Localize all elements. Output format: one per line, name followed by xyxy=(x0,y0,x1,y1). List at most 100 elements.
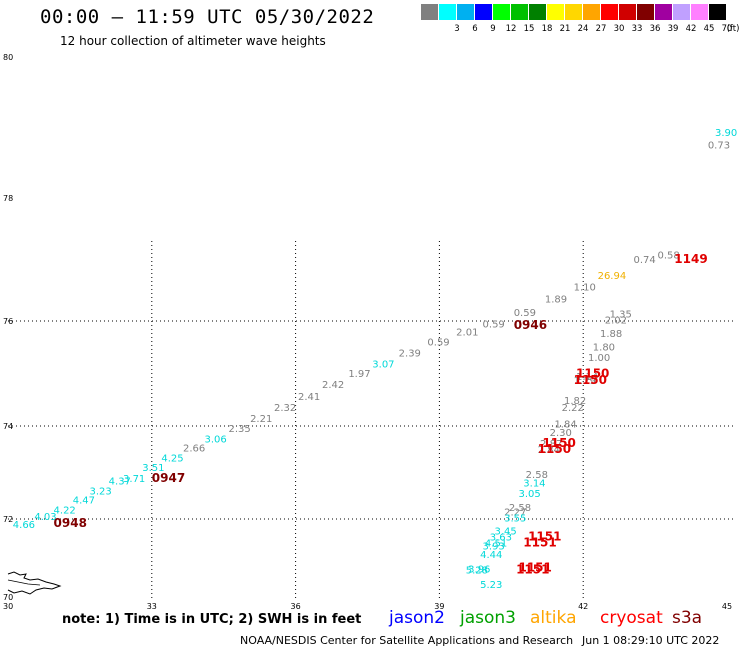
wave-height-value: 3.96 xyxy=(468,564,490,575)
wave-height-value: 3.90 xyxy=(715,128,737,139)
legend-swatch xyxy=(439,4,456,20)
legend-label: 36 xyxy=(649,24,661,34)
legend-swatch xyxy=(673,4,690,20)
wave-height-value: 2.58 xyxy=(509,503,531,514)
wave-height-value: 4.25 xyxy=(161,453,183,464)
legend-swatch xyxy=(475,4,492,20)
legend-label: 39 xyxy=(667,24,679,34)
time-labels-layer: 0948094709461149115011501150115011511151… xyxy=(54,252,708,576)
wave-height-value: 2.22 xyxy=(562,403,584,414)
wave-height-value: 3.23 xyxy=(89,486,111,497)
legend-label: 30 xyxy=(613,24,625,34)
footer-note: note: 1) Time is in UTC; 2) SWH is in fe… xyxy=(62,612,362,627)
lat-tick-label: 76 xyxy=(3,317,13,326)
wave-height-value: 0.59 xyxy=(483,319,505,330)
legend-swatch xyxy=(547,4,564,20)
satellite-altika: altika xyxy=(530,608,577,628)
wave-height-value: 1.89 xyxy=(545,295,567,306)
wave-height-value: 1.97 xyxy=(348,369,370,380)
wave-height-value: 2.87 xyxy=(540,439,562,450)
wave-height-value: 5.28 xyxy=(466,566,488,577)
satellite-s3a: s3a xyxy=(672,608,703,628)
legend-label: 15 xyxy=(523,24,535,34)
lon-tick-label: 36 xyxy=(291,602,301,611)
wave-height-value: 1.35 xyxy=(610,309,632,320)
wave-height-value: 3.14 xyxy=(523,478,545,489)
wave-height-value: 4.51 xyxy=(485,538,507,549)
pass-time-label: 1151 xyxy=(523,535,556,549)
wave-height-value: 0.74 xyxy=(634,255,656,266)
legend-label: 18 xyxy=(541,24,553,34)
wave-height-value: 1.29 xyxy=(574,376,596,387)
wave-height-value: 2.32 xyxy=(274,403,296,414)
wave-height-value: 1.10 xyxy=(574,282,596,293)
satellite-jason3: jason3 xyxy=(460,608,516,628)
wave-height-value: 4.66 xyxy=(13,520,35,531)
credit-text: NOAA/NESDIS Center for Satellite Applica… xyxy=(240,634,574,647)
legend-label: 27 xyxy=(595,24,607,34)
wave-height-value: 3.63 xyxy=(490,532,512,543)
legend-swatch xyxy=(691,4,708,20)
coastline-shape xyxy=(7,579,41,586)
legend-swatch xyxy=(565,4,582,20)
legend-swatch xyxy=(457,4,474,20)
wave-height-value: 3.45 xyxy=(495,527,517,538)
pass-time-label: 0948 xyxy=(54,516,87,530)
wave-height-value: 3.71 xyxy=(123,474,145,485)
map-grid xyxy=(8,241,735,600)
pass-time-label: 1150 xyxy=(538,442,571,456)
lon-tick-label: 33 xyxy=(147,602,157,611)
lat-tick-label: 80 xyxy=(3,53,13,62)
color-legend: 3 6 9 12 15 18 21 24 27 30 33 36 39 42 45 70 (ft) xyxy=(421,4,739,34)
wave-height-value: 4.03 xyxy=(34,512,56,523)
wave-height-value: 0.59 xyxy=(427,338,449,349)
wave-height-value: 2.58 xyxy=(526,470,548,481)
pass-time-label: 1151 xyxy=(518,561,551,575)
wave-height-value: 2.21 xyxy=(250,414,272,425)
pass-time-label: 1149 xyxy=(674,252,707,266)
lon-tick-label: 45 xyxy=(722,602,732,611)
lat-tick-label: 78 xyxy=(3,194,13,203)
legend-swatch xyxy=(421,4,438,20)
wave-height-value: 26.94 xyxy=(598,271,627,282)
wave-height-value: 3.55 xyxy=(504,514,526,525)
pass-time-label: 1151 xyxy=(528,529,561,543)
lat-tick-label: 74 xyxy=(3,422,13,431)
wave-height-value: 2.01 xyxy=(456,328,478,339)
coastline-shape xyxy=(7,571,62,595)
wave-height-value: 5.23 xyxy=(480,580,502,591)
axis-ticks: 30 33 36 39 42 45 70 72 74 76 78 80 xyxy=(3,53,732,611)
legend-swatch xyxy=(493,4,510,20)
legend-swatch xyxy=(529,4,546,20)
legend-swatch xyxy=(637,4,654,20)
pass-time-label: 1150 xyxy=(574,373,607,387)
map-subtitle: 12 hour collection of altimeter wave hei… xyxy=(60,34,326,48)
wave-height-value: 4.44 xyxy=(480,550,502,561)
wave-height-value: 2.66 xyxy=(183,444,205,455)
wave-height-value: 1.84 xyxy=(554,419,576,430)
legend-swatch xyxy=(709,4,726,20)
legend-label: 21 xyxy=(559,24,571,34)
legend-label: 12 xyxy=(505,24,517,34)
pass-time-label: 0947 xyxy=(152,471,185,485)
generated-time: Jun 1 08:29:10 UTC 2022 xyxy=(582,634,720,647)
satellite-jason2: jason2 xyxy=(389,608,445,628)
lon-tick-label: 42 xyxy=(578,602,588,611)
lon-tick-label: 39 xyxy=(434,602,444,611)
wave-height-value: 4.37 xyxy=(109,477,131,488)
legend-swatch xyxy=(655,4,672,20)
lon-tick-label: 30 xyxy=(3,602,13,611)
wave-height-value: 1.88 xyxy=(600,329,622,340)
lat-tick-label: 72 xyxy=(3,515,13,524)
wave-height-value: 2.30 xyxy=(550,428,572,439)
legend-label: 45 xyxy=(703,24,715,34)
satellite-cryosat: cryosat xyxy=(600,608,663,628)
wave-height-value: 3.05 xyxy=(518,489,540,500)
legend-label: 9 xyxy=(490,24,496,34)
wave-height-value: 2.42 xyxy=(322,380,344,391)
wave-height-value: 2.41 xyxy=(298,392,320,403)
pass-time-label: 0946 xyxy=(514,318,547,332)
wave-height-value: 3.06 xyxy=(205,434,227,445)
wave-height-value: 2.84 xyxy=(538,445,560,456)
